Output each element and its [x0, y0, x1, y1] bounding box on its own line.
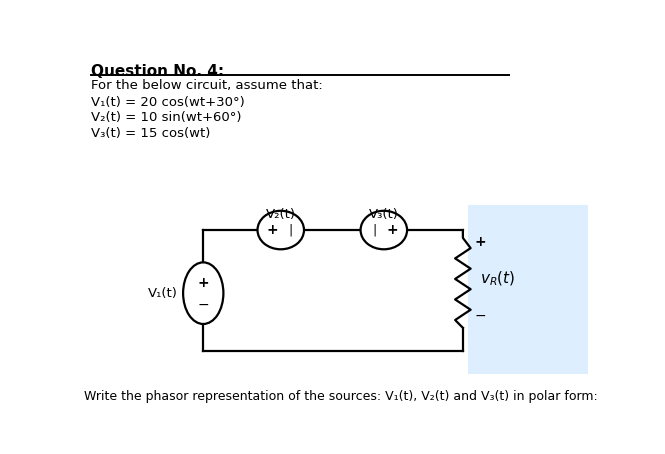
- Text: −: −: [474, 309, 485, 323]
- Text: V₂(t): V₂(t): [266, 208, 296, 221]
- Text: V₃(t): V₃(t): [369, 208, 399, 221]
- Text: |: |: [372, 223, 376, 237]
- Text: V₃(t) = 15 cos(wt): V₃(t) = 15 cos(wt): [91, 127, 210, 140]
- Ellipse shape: [360, 211, 407, 249]
- Text: V₁(t) = 20 cos(wt+30°): V₁(t) = 20 cos(wt+30°): [91, 96, 245, 109]
- Text: −: −: [198, 298, 209, 312]
- Text: +: +: [474, 235, 485, 249]
- Text: |: |: [288, 223, 292, 237]
- Text: Write the phasor representation of the sources: V₁(t), V₂(t) and V₃(t) in polar : Write the phasor representation of the s…: [84, 390, 597, 403]
- Text: +: +: [198, 276, 209, 290]
- Bar: [468, 205, 589, 374]
- Text: Question No. 4:: Question No. 4:: [91, 64, 224, 79]
- Ellipse shape: [257, 211, 304, 249]
- Ellipse shape: [183, 262, 223, 324]
- Text: +: +: [267, 223, 278, 237]
- Text: V₂(t) = 10 sin(wt+60°): V₂(t) = 10 sin(wt+60°): [91, 112, 241, 124]
- Text: For the below circuit, assume that:: For the below circuit, assume that:: [91, 79, 323, 92]
- Text: V₁(t): V₁(t): [148, 286, 178, 300]
- Text: +: +: [386, 223, 398, 237]
- Text: $\mathit{v}_R(t)$: $\mathit{v}_R(t)$: [480, 270, 515, 288]
